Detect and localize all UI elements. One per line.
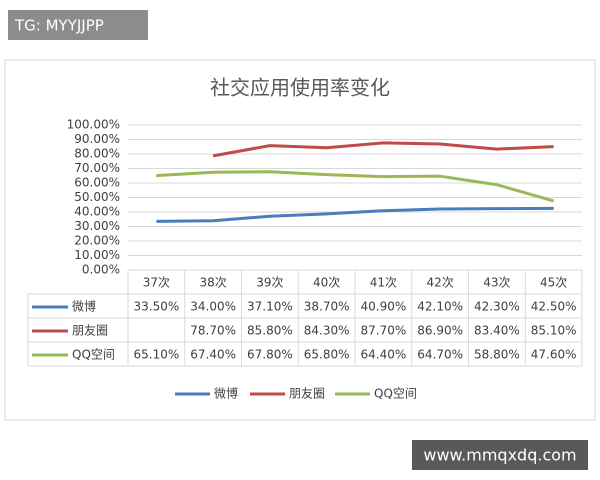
data-label: 78.70% (190, 324, 236, 338)
data-label: 85.10% (531, 324, 577, 338)
y-tick-label: 30.00% (74, 219, 120, 233)
chart-title: 社交应用使用率变化 (210, 76, 390, 100)
data-label: 67.80% (247, 348, 293, 362)
data-label: 64.40% (360, 348, 406, 362)
y-tick-label: 70.00% (74, 161, 120, 175)
data-label: 42.10% (417, 300, 463, 314)
table-series-name: 朋友圈 (72, 324, 108, 338)
data-label: 67.40% (190, 348, 236, 362)
x-tick-label: 43次 (483, 276, 510, 290)
y-tick-label: 80.00% (74, 147, 120, 161)
data-label: 64.70% (417, 348, 463, 362)
x-tick-label: 42次 (426, 276, 453, 290)
y-tick-label: 100.00% (67, 118, 120, 132)
watermark-box (8, 10, 148, 40)
x-tick-label: 38次 (199, 276, 226, 290)
watermark-box (412, 440, 588, 470)
data-label: 42.50% (531, 300, 577, 314)
data-label: 65.80% (304, 348, 350, 362)
table-series-name: 微博 (72, 299, 96, 314)
data-label: 83.40% (474, 324, 520, 338)
y-tick-label: 90.00% (74, 132, 120, 146)
legend-label: QQ空间 (374, 387, 417, 401)
table-series-name: QQ空间 (72, 348, 115, 362)
series-line (212, 141, 554, 158)
data-label: 84.30% (304, 324, 350, 338)
y-tick-label: 50.00% (74, 190, 120, 204)
data-label: 37.10% (247, 300, 293, 314)
y-tick-label: 20.00% (74, 234, 120, 248)
data-label: 47.60% (531, 348, 577, 362)
data-label: 38.70% (304, 300, 350, 314)
data-label: 42.30% (474, 300, 520, 314)
legend-label: 微博 (214, 386, 238, 401)
x-tick-label: 39次 (256, 276, 283, 290)
x-tick-label: 40次 (313, 276, 340, 290)
data-label: 65.10% (133, 348, 179, 362)
data-label: 40.90% (360, 300, 406, 314)
data-label: 85.80% (247, 324, 293, 338)
data-label: 34.00% (190, 300, 236, 314)
watermark: www.mmqxdq.com (423, 446, 576, 465)
y-tick-label: 40.00% (74, 205, 120, 219)
legend-label: 朋友圈 (289, 387, 325, 401)
y-tick-label: 60.00% (74, 176, 120, 190)
series-line (156, 170, 555, 203)
data-label: 58.80% (474, 348, 520, 362)
x-tick-label: 45次 (540, 276, 567, 290)
x-tick-label: 41次 (370, 276, 397, 290)
x-tick-label: 37次 (143, 276, 170, 290)
data-label: 87.70% (360, 324, 406, 338)
chart-frame (4, 59, 596, 421)
series-line (156, 206, 554, 223)
data-label: 33.50% (133, 300, 179, 314)
watermark: TG: MYYJJPP (14, 17, 104, 35)
y-tick-label: 0.00% (82, 263, 120, 277)
data-label: 86.90% (417, 324, 463, 338)
y-tick-label: 10.00% (74, 248, 120, 262)
